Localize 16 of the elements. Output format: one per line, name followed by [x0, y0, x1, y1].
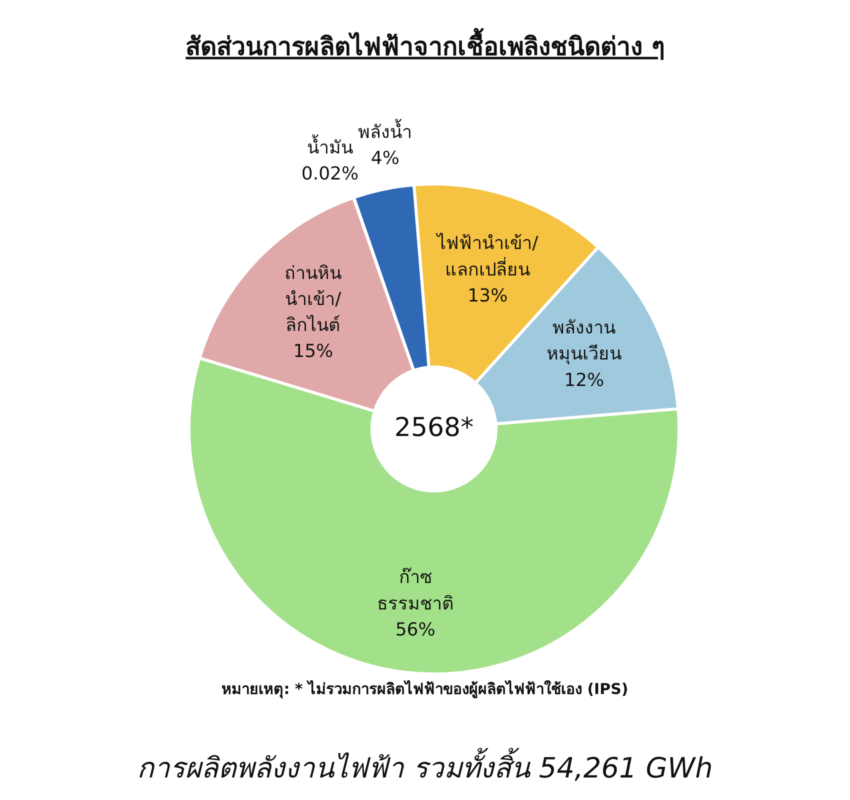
- data-label: 4%: [370, 148, 400, 170]
- slice-label: พลังงาน หมุนเวียน: [546, 318, 622, 365]
- data-label: 56%: [395, 619, 436, 640]
- slice-label: ถ่านหิน นำเข้า/ ลิกไนต์: [284, 262, 342, 336]
- data-label: 12%: [564, 370, 604, 391]
- slice-label: น้ำมัน: [307, 134, 353, 158]
- slice-label: ก๊าซ ธรรมชาติ: [376, 567, 454, 614]
- data-label: 0.02%: [301, 163, 359, 184]
- text: การผลิตพลังงานไฟฟ้า รวมทั้งสิ้น 54,261 GWh: [137, 748, 713, 785]
- text: หมายเหตุ: * ไม่รวมการผลิตไฟฟ้าของผู้ผลิตไฟฟ้าใช้เอง (IPS): [222, 679, 628, 700]
- data-label: 15%: [293, 341, 334, 362]
- data-label: 13%: [468, 285, 508, 306]
- text: 2568*: [394, 413, 474, 444]
- chart-title: สัดส่วนการผลิตไฟฟ้าจากเชื้อเพลิงชนิดต่าง ๆ: [186, 26, 664, 61]
- slice-label: ไฟฟ้านำเข้า/ แลกเปลี่ยน: [435, 232, 540, 280]
- slice-label: พลังน้ำ: [358, 119, 412, 144]
